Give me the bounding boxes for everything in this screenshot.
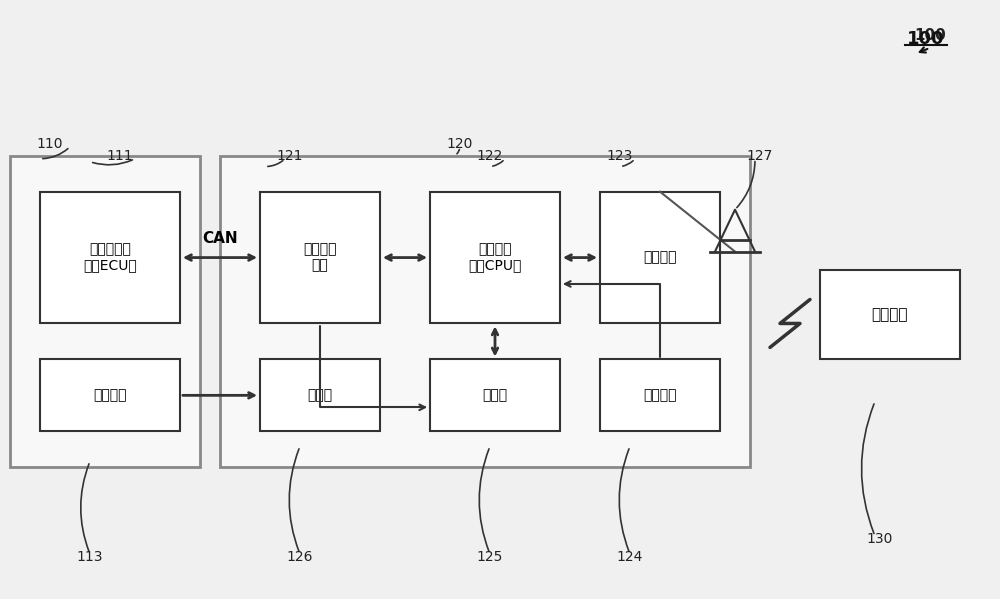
FancyBboxPatch shape — [40, 359, 180, 431]
Text: 123: 123 — [607, 149, 633, 163]
Text: 100: 100 — [907, 30, 945, 48]
Text: 储存部: 储存部 — [482, 388, 508, 403]
FancyBboxPatch shape — [430, 192, 560, 323]
Text: CAN: CAN — [202, 231, 238, 246]
Text: 用户终端: 用户终端 — [872, 307, 908, 322]
Text: 111: 111 — [107, 149, 133, 163]
Text: 121: 121 — [277, 149, 303, 163]
FancyBboxPatch shape — [260, 359, 380, 431]
Text: 122: 122 — [477, 149, 503, 163]
Text: 发布端口: 发布端口 — [643, 388, 677, 403]
Text: 127: 127 — [747, 149, 773, 163]
Text: 130: 130 — [867, 532, 893, 546]
Text: 100: 100 — [914, 28, 946, 44]
FancyBboxPatch shape — [600, 192, 720, 323]
Text: 车辆微控
制器: 车辆微控 制器 — [303, 243, 337, 273]
Text: 电子控制装
置（ECU）: 电子控制装 置（ECU） — [83, 243, 137, 273]
Text: 113: 113 — [77, 550, 103, 564]
FancyBboxPatch shape — [600, 359, 720, 431]
Text: 中央处理
器（CPU）: 中央处理 器（CPU） — [468, 243, 522, 273]
Text: 车辆电源: 车辆电源 — [93, 388, 127, 403]
Text: 通讯模块: 通讯模块 — [643, 250, 677, 265]
FancyBboxPatch shape — [40, 192, 180, 323]
Text: 126: 126 — [287, 550, 313, 564]
Text: 125: 125 — [477, 550, 503, 564]
Text: 120: 120 — [447, 137, 473, 151]
FancyBboxPatch shape — [220, 156, 750, 467]
Text: 电源部: 电源部 — [307, 388, 333, 403]
FancyBboxPatch shape — [820, 270, 960, 359]
FancyBboxPatch shape — [430, 359, 560, 431]
Text: 124: 124 — [617, 550, 643, 564]
FancyBboxPatch shape — [260, 192, 380, 323]
Text: 110: 110 — [37, 137, 63, 151]
FancyBboxPatch shape — [10, 156, 200, 467]
